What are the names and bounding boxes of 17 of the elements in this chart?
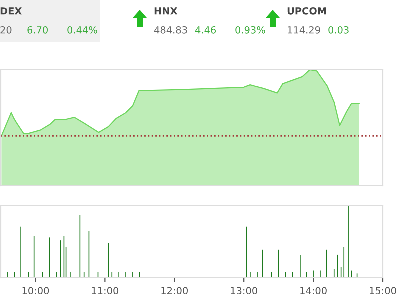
text: 6.70 [28, 26, 48, 34]
x-tick-label: 11:00 [92, 287, 119, 295]
x-tick-label: 13:00 [231, 287, 258, 295]
text: 0.93% [236, 26, 266, 34]
text: 114.29 [288, 26, 320, 34]
x-tick-label: 15:00 [370, 287, 396, 295]
x-tick-label: 14:00 [300, 287, 327, 295]
text: UPCOM [288, 7, 326, 15]
text: 20 [0, 26, 12, 34]
text: 4.46 [195, 26, 216, 34]
x-tick-label: 10:00 [22, 287, 50, 295]
text: DEX [0, 8, 22, 15]
x-tick-label: 12:00 [162, 287, 188, 295]
text: 0.44% [68, 26, 98, 34]
text: 484.83 [154, 26, 188, 34]
text: HNX [154, 8, 178, 15]
text: 0.03 [328, 26, 349, 34]
